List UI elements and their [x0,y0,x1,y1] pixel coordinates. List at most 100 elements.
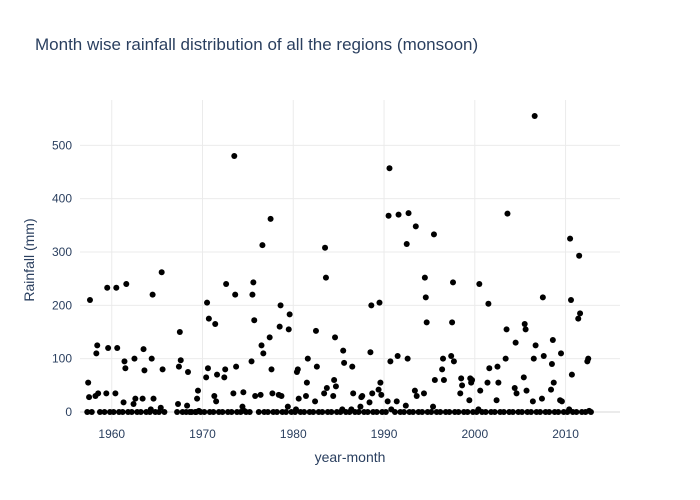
y-tick-label: 300 [52,245,72,259]
data-point [404,355,411,362]
data-point [495,379,502,386]
data-point [537,409,544,415]
data-point [175,401,182,407]
data-point [450,358,457,365]
data-point [411,387,418,394]
data-point [123,281,130,287]
data-point [112,390,119,397]
data-point [139,395,146,402]
data-point [494,363,501,370]
data-point [382,409,389,415]
data-point [148,355,155,362]
data-point [428,409,435,415]
y-tick-label: 0 [65,405,72,419]
data-point [419,409,426,415]
data-point [149,291,156,298]
data-point [214,371,221,378]
data-point [255,409,262,415]
data-point [420,390,427,397]
data-point [502,355,509,362]
data-point [548,386,555,393]
data-point [402,402,409,409]
data-point [520,374,527,381]
data-point [369,390,376,397]
data-point [368,302,375,309]
data-point [294,366,301,373]
data-point [439,366,446,373]
data-point [387,358,394,365]
data-point [258,342,265,349]
data-point [85,379,92,386]
data-point [114,345,121,351]
data-point [469,377,476,383]
x-axis-title: year-month [315,449,386,465]
data-points [84,113,594,415]
x-tick-label: 1980 [280,427,307,441]
data-point [267,215,274,222]
data-point [528,409,535,415]
data-point [201,409,208,415]
data-point [394,353,401,359]
data-point [513,390,520,397]
data-point [319,409,326,415]
data-point [322,274,329,281]
data-point [231,153,238,159]
data-point [350,390,357,397]
data-point [94,342,101,349]
data-point [567,297,574,303]
x-axis-ticks: 1960 1970 1980 1990 2000 2010 [98,427,579,441]
data-point [386,165,393,172]
data-point [437,409,444,415]
data-point [278,393,285,399]
data-point [259,242,266,249]
data-point [176,329,183,335]
data-point [367,349,374,356]
data-point [341,359,348,366]
data-point [84,409,91,415]
data-point [119,409,126,415]
chart-title: Month wise rainfall distribution of all … [35,35,478,54]
data-point [276,323,283,330]
data-point [567,235,574,242]
data-point [302,393,309,399]
data-point [555,409,562,415]
data-point [312,327,319,334]
data-point [385,212,392,219]
data-point [120,399,127,406]
data-point [573,409,580,415]
data-point [355,409,362,415]
data-point [150,395,157,402]
data-point [530,355,537,362]
data-point [448,353,455,359]
data-point [210,409,217,415]
data-point [284,403,291,410]
data-point [203,374,210,381]
data-point [413,393,420,399]
data-point [482,409,489,415]
data-point [384,398,391,405]
data-point [539,294,546,301]
data-point [321,390,328,397]
data-point [550,379,557,386]
data-point [211,393,218,399]
data-point [577,310,584,317]
data-point [331,377,338,383]
data-point [158,269,165,276]
data-point [532,342,539,349]
data-point [86,394,93,401]
data-point [477,387,484,394]
data-point [252,393,259,399]
data-point [221,374,228,381]
data-point [458,375,465,382]
data-point [503,326,510,333]
data-point [222,366,229,373]
y-tick-label: 500 [52,138,72,152]
data-point [395,211,402,218]
data-point [585,355,592,362]
data-point [546,409,553,415]
data-point [204,299,211,306]
data-point [257,391,264,398]
y-axis-title: Rainfall (mm) [21,218,37,301]
data-point [93,350,100,357]
data-point [233,363,240,370]
